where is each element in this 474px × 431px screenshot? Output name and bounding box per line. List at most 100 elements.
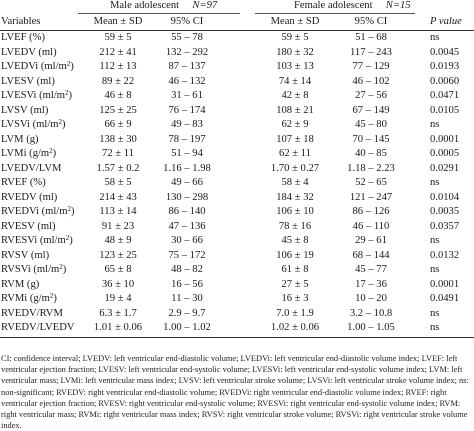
table-row: RVEDV/LVEDV 1.01 ± 0.06 1.00 – 1.02 1.02 ± … bbox=[0, 321, 474, 336]
row-ci-male: 130 – 298 bbox=[165, 191, 209, 203]
row-ci-male: 49 – 83 bbox=[171, 119, 203, 130]
row-mean-sd-male: 123 ± 25 bbox=[99, 249, 137, 261]
row-ci-male: 2.9 – 9.7 bbox=[168, 307, 206, 319]
row-variable: RVEDV/LVEDV bbox=[1, 322, 75, 333]
row-p-value: 0.0105 bbox=[430, 104, 460, 116]
row-p-value: 0.0104 bbox=[430, 191, 460, 203]
row-variable: RVESV (ml) bbox=[1, 220, 56, 232]
row-variable: RVEDV/RVM bbox=[1, 307, 63, 319]
row-ci-female: 52 – 65 bbox=[355, 177, 387, 188]
row-p-value: 0.0357 bbox=[430, 220, 460, 232]
table-row: RVSVi (ml/m2) 65 ± 8 48 – 82 61 ± 8 45 – 77 n… bbox=[0, 263, 474, 278]
table-body: LVEF (%) 59 ± 5 55 – 78 59 ± 5 51 – 68 ns LVED… bbox=[0, 31, 474, 336]
table-row: LVMi (g/m2) 72 ± 11 51 – 94 62 ± 11 40 – 85 0… bbox=[0, 147, 474, 162]
row-mean-sd-male: 89 ± 22 bbox=[101, 75, 135, 87]
row-mean-sd-male: 112 ± 13 bbox=[99, 61, 137, 72]
row-ci-male: 11 – 30 bbox=[171, 293, 203, 304]
row-ci-female: 10 – 20 bbox=[355, 293, 387, 304]
row-p-value: ns bbox=[430, 119, 440, 130]
row-p-value: 0.0060 bbox=[430, 75, 460, 87]
row-mean-sd-male: 1.01 ± 0.06 bbox=[93, 322, 143, 333]
row-variable: RVEDVi (ml/m2) bbox=[1, 205, 75, 218]
table-row: LVSVi (ml/m2) 66 ± 9 49 – 83 62 ± 9 45 – 80 n… bbox=[0, 118, 474, 133]
table-row: LVEDV/LVM 1.57 ± 0.2 1.16 – 1.98 1.70 ± 0.2… bbox=[0, 162, 474, 177]
row-variable: LVESVi (ml/m2) bbox=[1, 89, 73, 102]
row-variable: LVESV (ml) bbox=[1, 75, 55, 87]
row-mean-sd-male: 58 ± 5 bbox=[104, 177, 132, 188]
row-variable: LVEDVi (ml/m2) bbox=[1, 60, 74, 73]
header-bottom-rule bbox=[0, 30, 474, 31]
table-row: RVEF (%) 58 ± 5 49 – 66 58 ± 4 52 – 65 ns bbox=[0, 176, 474, 191]
row-p-value: 0.0471 bbox=[430, 90, 460, 101]
female-group-title: Female adolescent bbox=[294, 0, 373, 11]
row-ci-male: 87 – 137 bbox=[168, 61, 206, 72]
row-ci-male: 48 – 82 bbox=[171, 264, 203, 275]
row-mean-sd-male: 138 ± 30 bbox=[99, 133, 137, 145]
row-mean-sd-female: 45 ± 8 bbox=[281, 235, 309, 246]
table-row: RVMi (g/m2) 19 ± 4 11 – 30 16 ± 3 10 – 20 0.0… bbox=[0, 292, 474, 307]
row-mean-sd-female: 7.0 ± 1.9 bbox=[276, 307, 314, 319]
row-mean-sd-female: 108 ± 21 bbox=[276, 104, 314, 116]
female-group-label: Female adolescent N=15 bbox=[294, 0, 411, 12]
row-ci-female: 46 – 102 bbox=[352, 75, 390, 87]
row-variable: LVSVi (ml/m2) bbox=[1, 118, 66, 131]
row-ci-male: 49 – 66 bbox=[171, 177, 203, 188]
row-ci-female: 68 – 144 bbox=[352, 249, 390, 261]
row-mean-sd-male: 59 ± 5 bbox=[104, 32, 132, 43]
table-row: RVEDVi (ml/m2) 113 ± 14 86 – 140 106 ± 10 86… bbox=[0, 205, 474, 220]
row-ci-female: 67 – 149 bbox=[352, 104, 390, 116]
row-ci-female: 51 – 68 bbox=[355, 32, 387, 43]
row-mean-sd-male: 48 ± 9 bbox=[104, 235, 132, 246]
table-row: LVEF (%) 59 ± 5 55 – 78 59 ± 5 51 – 68 ns bbox=[0, 31, 474, 46]
row-variable: RVESVi (ml/m2) bbox=[1, 234, 73, 247]
row-ci-female: 3.2 – 10.8 bbox=[349, 307, 393, 319]
row-mean-sd-female: 42 ± 8 bbox=[281, 90, 309, 101]
row-p-value: 0.0045 bbox=[430, 46, 460, 58]
data-table: Male adolescent N=97 Female adolescent N… bbox=[0, 0, 474, 338]
row-mean-sd-female: 62 ± 9 bbox=[281, 119, 309, 130]
group-header-row: Male adolescent N=97 Female adolescent N… bbox=[0, 0, 474, 12]
row-mean-sd-female: 74 ± 14 bbox=[278, 75, 312, 87]
row-mean-sd-female: 1.02 ± 0.06 bbox=[270, 322, 320, 333]
row-mean-sd-male: 113 ± 14 bbox=[99, 206, 137, 217]
row-p-value: ns bbox=[430, 264, 440, 275]
row-ci-male: 31 – 61 bbox=[171, 90, 203, 101]
row-p-value: ns bbox=[430, 177, 440, 188]
row-mean-sd-female: 59 ± 5 bbox=[281, 32, 309, 43]
row-mean-sd-male: 1.57 ± 0.2 bbox=[96, 162, 140, 174]
row-ci-female: 17 – 36 bbox=[355, 278, 387, 290]
row-ci-female: 27 – 56 bbox=[355, 90, 387, 101]
table-row: RVEDV/RVM 6.3 ± 1.7 2.9 – 9.7 7.0 ± 1.9 3.2 … bbox=[0, 307, 474, 322]
row-mean-sd-female: 103 ± 13 bbox=[276, 61, 314, 72]
row-mean-sd-female: 1.70 ± 0.27 bbox=[270, 162, 320, 174]
col-ci-male: 95% CI bbox=[170, 16, 204, 27]
row-mean-sd-female: 180 ± 32 bbox=[276, 46, 314, 58]
table-row: RVESV (ml) 91 ± 23 47 – 136 78 ± 16 46 – 110… bbox=[0, 220, 474, 235]
row-ci-male: 1.16 – 1.98 bbox=[163, 162, 211, 174]
row-mean-sd-female: 62 ± 11 bbox=[279, 148, 311, 159]
table-row: RVESVi (ml/m2) 48 ± 9 30 – 66 45 ± 8 29 – 61… bbox=[0, 234, 474, 249]
row-mean-sd-male: 125 ± 25 bbox=[99, 104, 137, 116]
row-ci-female: 121 – 247 bbox=[349, 191, 393, 203]
row-variable: RVSV (ml) bbox=[1, 249, 50, 261]
row-mean-sd-male: 214 ± 43 bbox=[99, 191, 137, 203]
row-variable: RVEDV (ml) bbox=[1, 191, 58, 203]
row-mean-sd-male: 65 ± 8 bbox=[104, 264, 132, 275]
row-mean-sd-female: 107 ± 18 bbox=[276, 133, 314, 145]
row-p-value: ns bbox=[430, 322, 440, 333]
row-variable: LVM (g) bbox=[1, 133, 39, 145]
row-ci-female: 40 – 85 bbox=[355, 148, 387, 159]
row-ci-male: 132 – 292 bbox=[165, 46, 209, 58]
table-row: RVSV (ml) 123 ± 25 75 – 172 106 ± 19 68 – 14… bbox=[0, 249, 474, 264]
table-row: LVESVi (ml/m2) 46 ± 8 31 – 61 42 ± 8 27 – 56… bbox=[0, 89, 474, 104]
row-mean-sd-male: 91 ± 23 bbox=[101, 220, 135, 232]
row-ci-male: 78 – 197 bbox=[168, 133, 206, 145]
row-mean-sd-male: 212 ± 41 bbox=[99, 46, 137, 58]
table-row: LVEDVi (ml/m2) 112 ± 13 87 – 137 103 ± 13 77… bbox=[0, 60, 474, 75]
row-variable: LVMi (g/m2) bbox=[1, 147, 57, 160]
row-variable: LVSV (ml) bbox=[1, 104, 49, 116]
row-ci-male: 16 – 56 bbox=[171, 278, 203, 290]
row-mean-sd-female: 106 ± 10 bbox=[276, 206, 314, 217]
row-mean-sd-female: 27 ± 5 bbox=[281, 278, 309, 290]
row-ci-male: 75 – 172 bbox=[168, 249, 206, 261]
